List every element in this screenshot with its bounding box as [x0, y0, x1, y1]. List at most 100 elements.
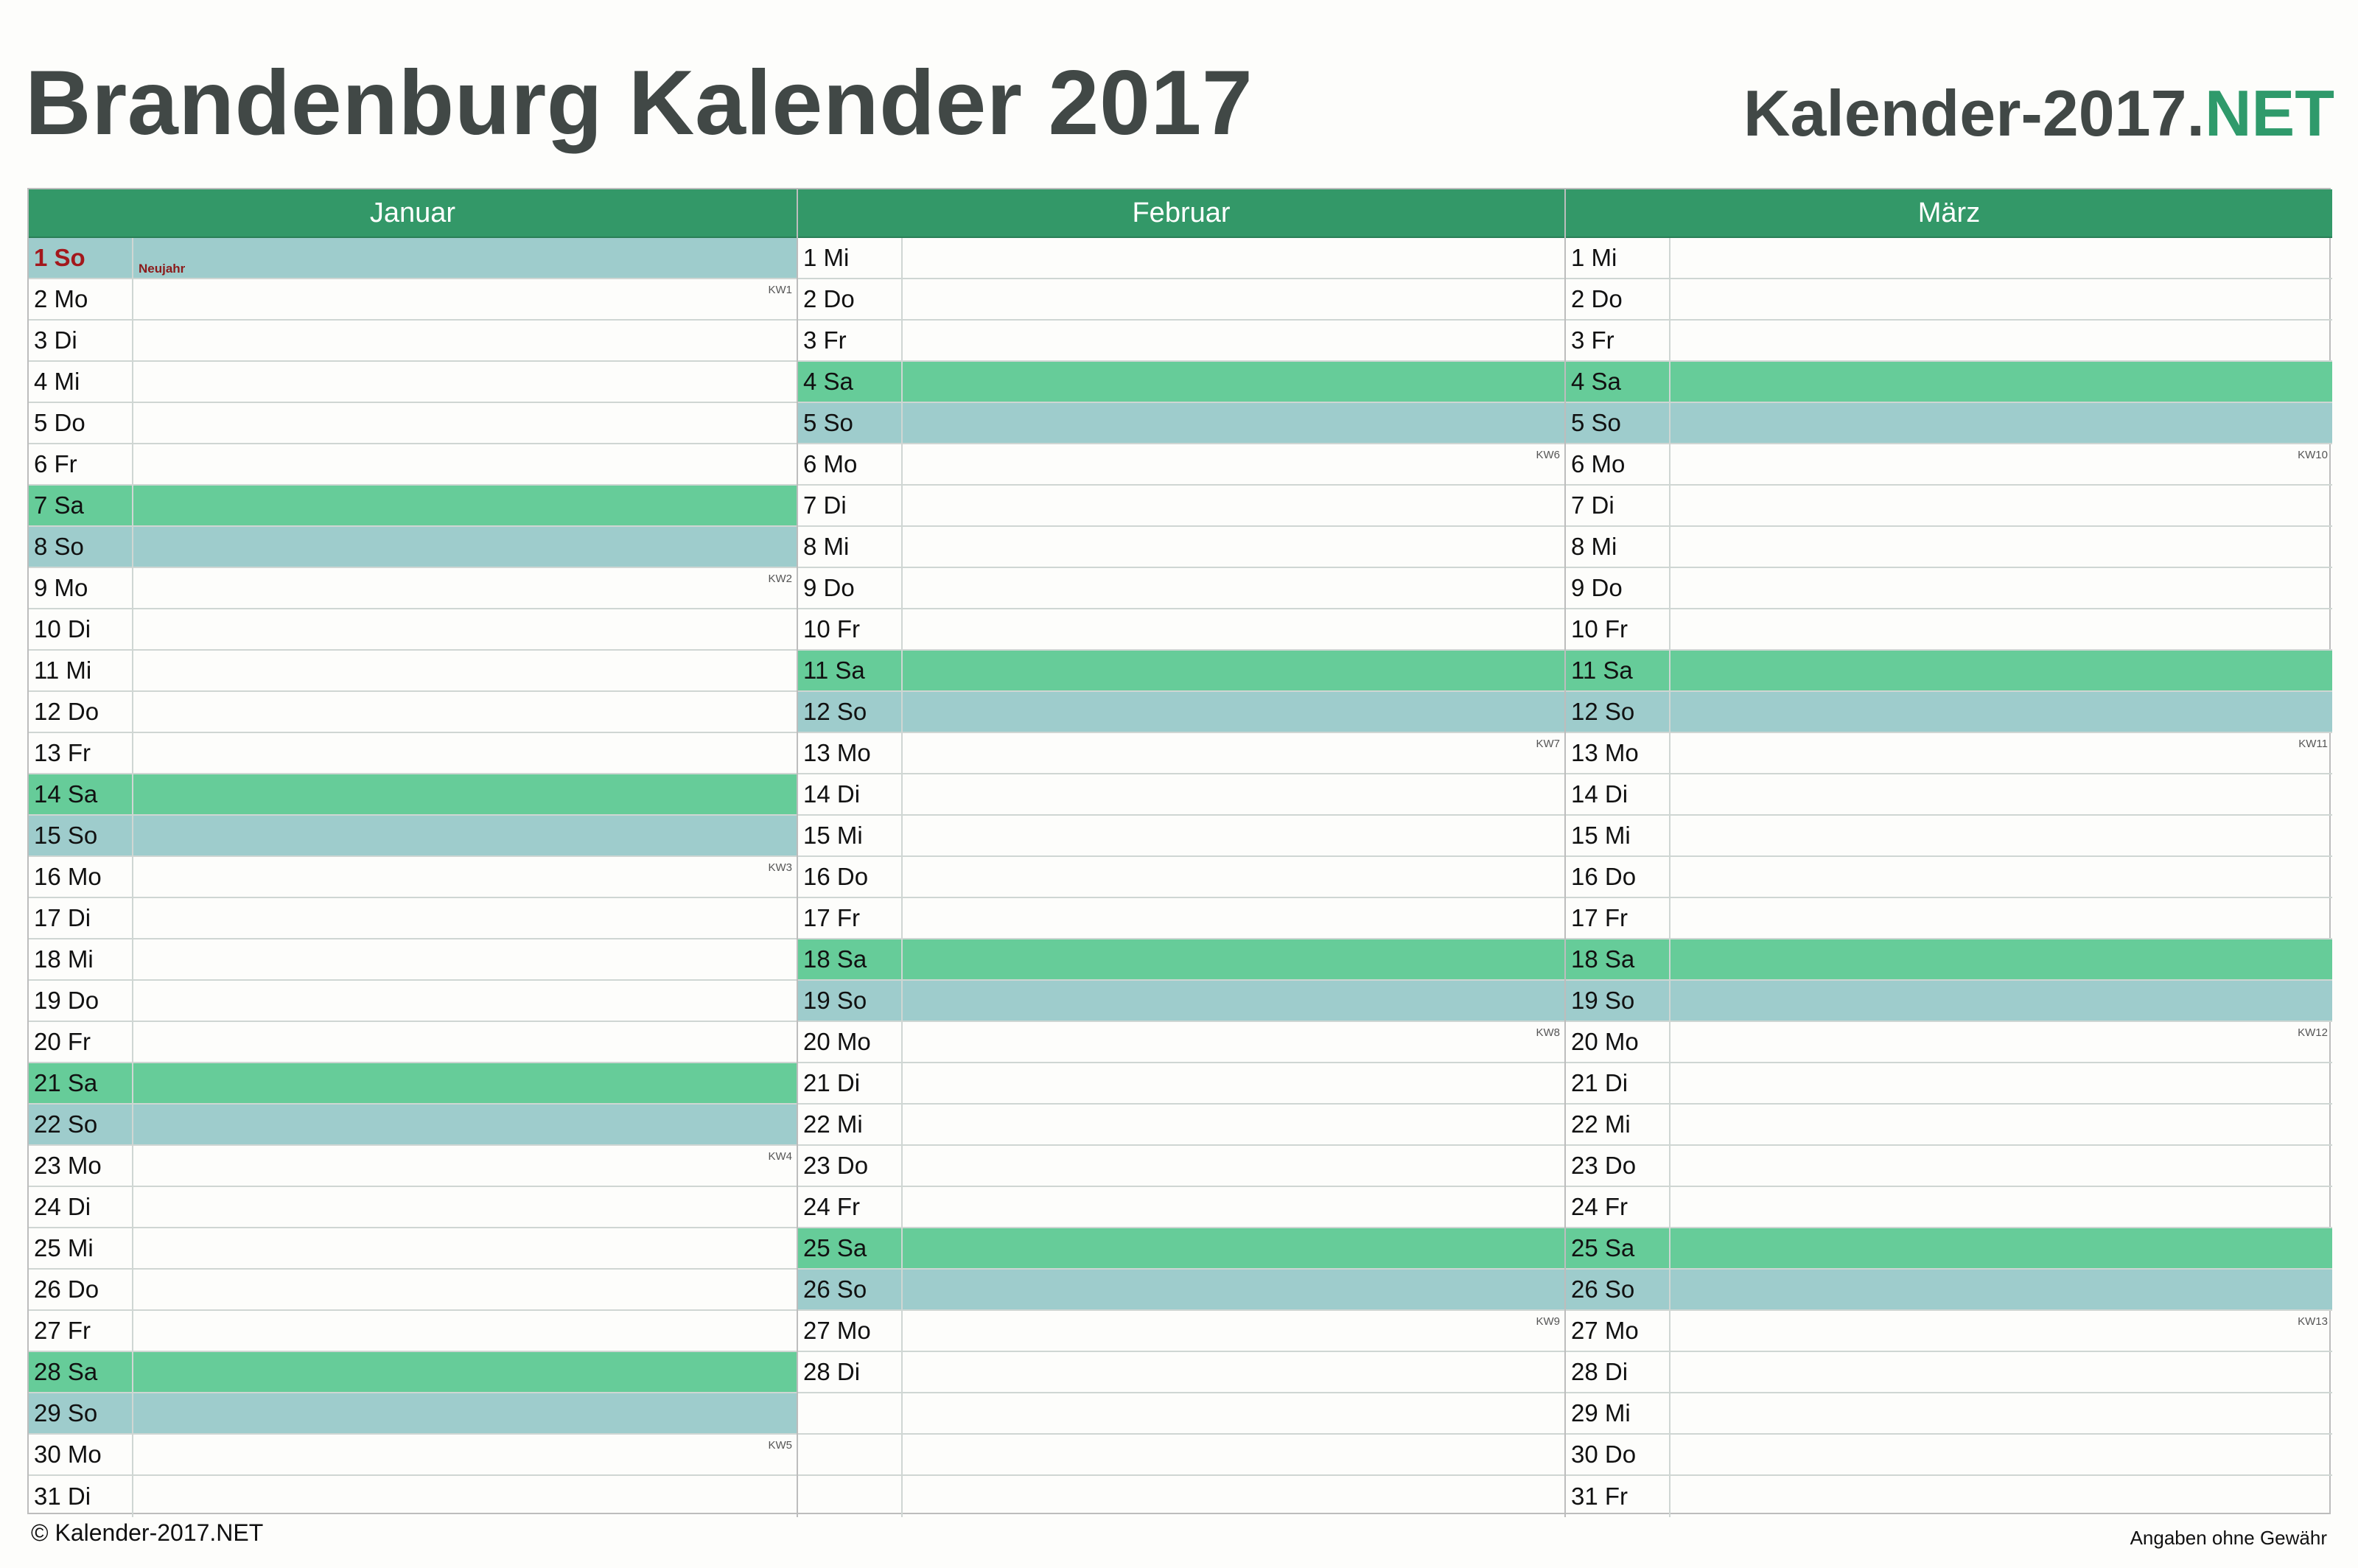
day-row[interactable]: 13 Mo KW7: [798, 733, 1564, 774]
day-notes-cell[interactable]: [903, 651, 1564, 690]
day-notes-cell[interactable]: [903, 403, 1564, 443]
day-notes-cell[interactable]: [133, 362, 797, 402]
day-notes-cell[interactable]: [133, 898, 797, 938]
day-row[interactable]: 7 Sa: [29, 486, 797, 527]
day-row[interactable]: 16 Do: [1566, 857, 2332, 898]
day-notes-cell[interactable]: [133, 1270, 797, 1309]
day-row[interactable]: 19 Do: [29, 981, 797, 1022]
day-notes-cell[interactable]: [903, 1435, 1564, 1474]
day-notes-cell[interactable]: [133, 1311, 797, 1351]
day-notes-cell[interactable]: [1670, 816, 2332, 855]
day-notes-cell[interactable]: [133, 651, 797, 690]
day-row[interactable]: 19 So: [1566, 981, 2332, 1022]
day-row[interactable]: 1 So Neujahr: [29, 238, 797, 279]
day-notes-cell[interactable]: KW5: [133, 1435, 797, 1474]
day-notes-cell[interactable]: [903, 939, 1564, 979]
day-row[interactable]: 13 Fr: [29, 733, 797, 774]
day-notes-cell[interactable]: [903, 1187, 1564, 1227]
day-row[interactable]: 4 Sa: [1566, 362, 2332, 403]
day-row[interactable]: 29 Mi: [1566, 1393, 2332, 1435]
day-notes-cell[interactable]: [903, 1476, 1564, 1517]
day-row[interactable]: 6 Mo KW6: [798, 444, 1564, 486]
day-notes-cell[interactable]: [903, 527, 1564, 567]
day-row[interactable]: 20 Mo KW8: [798, 1022, 1564, 1063]
day-row[interactable]: 7 Di: [1566, 486, 2332, 527]
day-row[interactable]: 10 Di: [29, 609, 797, 651]
day-row[interactable]: 31 Fr: [1566, 1476, 2332, 1517]
day-row[interactable]: 22 Mi: [1566, 1105, 2332, 1146]
day-notes-cell[interactable]: [133, 486, 797, 525]
day-row[interactable]: 10 Fr: [798, 609, 1564, 651]
day-row[interactable]: 25 Sa: [798, 1228, 1564, 1270]
day-notes-cell[interactable]: [133, 1228, 797, 1268]
day-notes-cell[interactable]: [1670, 609, 2332, 649]
day-notes-cell[interactable]: [1670, 1476, 2332, 1517]
day-notes-cell[interactable]: [903, 1270, 1564, 1309]
day-row[interactable]: [798, 1476, 1564, 1517]
day-row[interactable]: 11 Mi: [29, 651, 797, 692]
day-row[interactable]: 18 Sa: [1566, 939, 2332, 981]
day-notes-cell[interactable]: [133, 1063, 797, 1103]
day-row[interactable]: 15 Mi: [1566, 816, 2332, 857]
day-row[interactable]: 7 Di: [798, 486, 1564, 527]
day-notes-cell[interactable]: [133, 321, 797, 360]
day-notes-cell[interactable]: [133, 692, 797, 732]
day-row[interactable]: 4 Sa: [798, 362, 1564, 403]
day-row[interactable]: [798, 1435, 1564, 1476]
day-notes-cell[interactable]: [1670, 1063, 2332, 1103]
day-row[interactable]: 27 Fr: [29, 1311, 797, 1352]
day-row[interactable]: 20 Mo KW12: [1566, 1022, 2332, 1063]
day-notes-cell[interactable]: KW2: [133, 568, 797, 608]
day-notes-cell[interactable]: [903, 279, 1564, 319]
day-notes-cell[interactable]: KW12: [1670, 1022, 2332, 1062]
day-row[interactable]: 8 Mi: [798, 527, 1564, 568]
day-notes-cell[interactable]: [1670, 692, 2332, 732]
day-notes-cell[interactable]: [903, 568, 1564, 608]
day-row[interactable]: 27 Mo KW9: [798, 1311, 1564, 1352]
day-notes-cell[interactable]: [1670, 238, 2332, 278]
day-notes-cell[interactable]: [1670, 774, 2332, 814]
day-notes-cell[interactable]: [133, 1022, 797, 1062]
day-row[interactable]: 28 Sa: [29, 1352, 797, 1393]
day-notes-cell[interactable]: [1670, 568, 2332, 608]
day-row[interactable]: 22 So: [29, 1105, 797, 1146]
day-row[interactable]: 8 So: [29, 527, 797, 568]
day-row[interactable]: 17 Fr: [1566, 898, 2332, 939]
day-row[interactable]: 26 So: [798, 1270, 1564, 1311]
day-notes-cell[interactable]: [1670, 1270, 2332, 1309]
day-row[interactable]: 1 Mi: [1566, 238, 2332, 279]
day-row[interactable]: 26 So: [1566, 1270, 2332, 1311]
day-notes-cell[interactable]: [1670, 981, 2332, 1021]
day-row[interactable]: 1 Mi: [798, 238, 1564, 279]
day-row[interactable]: 24 Di: [29, 1187, 797, 1228]
day-row[interactable]: 3 Fr: [1566, 321, 2332, 362]
day-notes-cell[interactable]: KW6: [903, 444, 1564, 484]
day-notes-cell[interactable]: [1670, 1352, 2332, 1392]
day-notes-cell[interactable]: [1670, 651, 2332, 690]
day-notes-cell[interactable]: [1670, 1146, 2332, 1186]
day-row[interactable]: 9 Do: [798, 568, 1564, 609]
day-row[interactable]: 4 Mi: [29, 362, 797, 403]
day-row[interactable]: 21 Sa: [29, 1063, 797, 1105]
day-notes-cell[interactable]: Neujahr: [133, 238, 797, 278]
day-row[interactable]: 28 Di: [1566, 1352, 2332, 1393]
day-row[interactable]: 18 Mi: [29, 939, 797, 981]
day-row[interactable]: 13 Mo KW11: [1566, 733, 2332, 774]
day-row[interactable]: 27 Mo KW13: [1566, 1311, 2332, 1352]
day-row[interactable]: 9 Mo KW2: [29, 568, 797, 609]
day-row[interactable]: 26 Do: [29, 1270, 797, 1311]
day-row[interactable]: 10 Fr: [1566, 609, 2332, 651]
day-row[interactable]: 5 So: [1566, 403, 2332, 444]
day-notes-cell[interactable]: [903, 1393, 1564, 1433]
day-notes-cell[interactable]: [133, 1393, 797, 1433]
day-row[interactable]: 20 Fr: [29, 1022, 797, 1063]
day-notes-cell[interactable]: [1670, 403, 2332, 443]
day-notes-cell[interactable]: KW3: [133, 857, 797, 897]
day-notes-cell[interactable]: KW7: [903, 733, 1564, 773]
day-notes-cell[interactable]: [133, 1476, 797, 1517]
day-row[interactable]: 11 Sa: [1566, 651, 2332, 692]
day-notes-cell[interactable]: [133, 609, 797, 649]
day-row[interactable]: 16 Mo KW3: [29, 857, 797, 898]
day-row[interactable]: 2 Do: [1566, 279, 2332, 321]
day-notes-cell[interactable]: [903, 1352, 1564, 1392]
